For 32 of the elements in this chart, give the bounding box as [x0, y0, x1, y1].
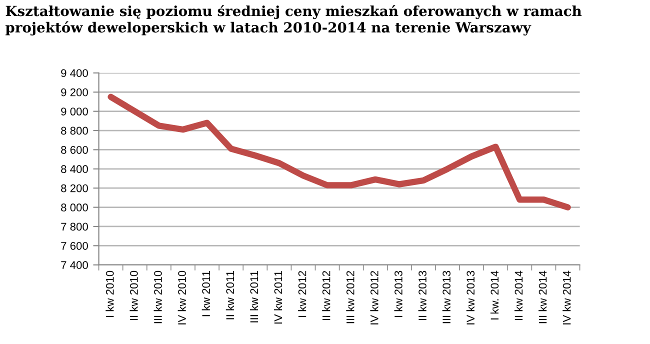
- x-tick-label: IV kw 2010: [178, 270, 186, 324]
- y-tick-label: 7 800: [61, 222, 88, 231]
- x-tick-label: IV kw 2014: [562, 270, 571, 324]
- y-tick-label: 8 400: [61, 165, 88, 174]
- y-tick-label: 8 000: [61, 204, 88, 212]
- x-tick-label: IV kw 2012: [370, 270, 378, 324]
- x-tick-label: III kw 2011: [250, 270, 258, 322]
- y-tick-label: 9 400: [61, 69, 88, 78]
- x-tick-label: I kw 2011: [202, 270, 210, 316]
- x-tick-label: II kw 2014: [514, 270, 523, 320]
- x-tick-label: II kw 2013: [418, 270, 426, 320]
- y-tick-label: 9 000: [61, 108, 88, 116]
- x-tick-label: IV kw 2011: [274, 270, 282, 324]
- x-tick-label: III kw 2014: [538, 270, 547, 324]
- y-tick-label: 8 600: [61, 146, 88, 154]
- x-tick-label: IV kw 2013: [466, 270, 475, 324]
- x-tick-label: I kw 2010: [106, 270, 114, 317]
- y-tick-label: 7 400: [61, 261, 88, 270]
- x-tick-label: III kw 2010: [154, 270, 162, 324]
- chart-title: Kształtowanie się poziomu średniej ceny mieszkań oferowanych w ramach projektów deweloperskich w latach 2010-2014 na terenie Warszawy: [6, 5, 582, 36]
- x-tick-label: I kw 2013: [394, 270, 402, 317]
- y-tick-label: 8 800: [61, 126, 88, 135]
- x-tick-label: III kw 2013: [442, 270, 451, 324]
- x-tick-label: II kw 2011: [226, 270, 234, 320]
- y-tick-label: 9 200: [61, 88, 88, 96]
- x-tick-label: I kw 2012: [298, 270, 306, 317]
- x-tick-label: I kw. 2014: [490, 270, 499, 320]
- y-tick-label: 8 200: [61, 184, 88, 192]
- x-tick-label: III kw 2012: [346, 270, 354, 324]
- x-tick-label: II kw 2012: [322, 270, 330, 320]
- x-tick-label: II kw 2010: [130, 270, 138, 320]
- y-tick-label: 7 600: [61, 242, 88, 250]
